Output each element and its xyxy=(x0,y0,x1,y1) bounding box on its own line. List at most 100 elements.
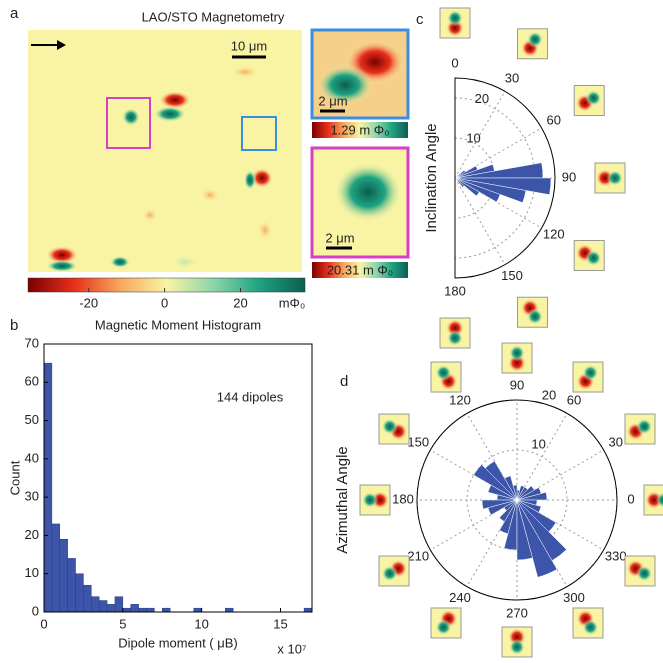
dipole-thumbnail xyxy=(501,626,533,658)
blob xyxy=(171,255,199,269)
angle-tick-label: 30 xyxy=(608,434,622,449)
polar-axis-label: Inclination Angle xyxy=(423,123,440,232)
dipole-thumbnail xyxy=(643,484,663,516)
dipole-thumbnail xyxy=(594,162,626,194)
dipole-thumbnail xyxy=(517,28,548,60)
blob xyxy=(142,208,158,222)
colorbar-tick-label: 0 xyxy=(161,295,168,310)
blob xyxy=(251,168,273,188)
dipole-thumbnail xyxy=(439,7,471,39)
radial-grid-line xyxy=(466,449,568,551)
colorbar-tick-label: -20 xyxy=(79,295,98,310)
bar xyxy=(303,607,313,613)
angle-grid-line xyxy=(454,91,506,179)
thumbnail-lobe xyxy=(381,418,398,435)
chart-title: Magnetic Moment Histogram xyxy=(95,317,261,332)
polar-bar xyxy=(516,485,525,501)
thumbnail-lobe xyxy=(447,330,463,346)
angle-tick-label: 90 xyxy=(510,377,524,392)
inset-magenta: 2 μm 20.31 m Φ₀ xyxy=(310,146,410,278)
thumbnail-lobe xyxy=(435,364,452,381)
dipole-thumbnail xyxy=(573,240,605,271)
angle-tick-label: 270 xyxy=(506,605,528,620)
magnetometry-image: 10 μm xyxy=(28,30,302,272)
magenta-box xyxy=(106,97,151,149)
y-tick-label: 30 xyxy=(25,489,39,504)
bar xyxy=(161,607,171,613)
angle-tick-label: 60 xyxy=(567,393,581,408)
angle-tick-label: 240 xyxy=(449,590,471,605)
y-tick-label: 40 xyxy=(25,450,39,465)
blob xyxy=(257,220,273,240)
angle-tick-label: 120 xyxy=(543,226,565,241)
thumbnail-lobe xyxy=(582,364,599,381)
bar xyxy=(43,362,53,613)
bar xyxy=(67,558,76,613)
dipole-thumbnail xyxy=(572,607,604,639)
dipole-thumbnail xyxy=(517,296,548,328)
y-axis-label: Count xyxy=(7,460,22,495)
bar xyxy=(59,539,68,613)
radial-tick-label: 10 xyxy=(466,130,480,145)
dipole-thumbnail xyxy=(501,342,533,374)
bar xyxy=(106,604,116,613)
bar xyxy=(146,607,155,613)
dipole-thumbnail xyxy=(572,361,604,393)
angle-tick-label: 150 xyxy=(407,434,429,449)
polar-bar xyxy=(516,499,558,578)
arrow-head xyxy=(57,40,66,50)
angle-tick-label: 0 xyxy=(627,491,634,506)
x-tick-label: 15 xyxy=(273,616,287,631)
scale-bar-label: 2 μm xyxy=(325,230,354,245)
polar-frame xyxy=(454,77,556,279)
panel-label: c xyxy=(416,11,424,28)
angle-tick-label: 180 xyxy=(444,283,466,298)
angle-tick-label: 0 xyxy=(451,55,458,70)
colorbar-tick-label: 20 xyxy=(233,295,247,310)
panel-label: d xyxy=(340,373,348,390)
polar-frame xyxy=(416,399,618,601)
y-tick-label: 70 xyxy=(25,335,39,350)
thumbnail-lobe xyxy=(636,418,653,435)
polar-bar xyxy=(487,499,518,516)
inset-colorbar-label: 20.31 m Φ₀ xyxy=(327,262,393,277)
polar-bar xyxy=(487,484,518,501)
bar xyxy=(138,607,147,613)
inset-frame xyxy=(310,28,410,120)
polar-bar xyxy=(454,177,465,188)
thumbnail-lobe xyxy=(509,639,525,655)
thumbnail-lobe xyxy=(381,565,398,582)
y-tick-label: 50 xyxy=(25,412,39,427)
bar xyxy=(122,607,131,613)
radial-tick-label: 10 xyxy=(531,437,545,452)
blue-box xyxy=(241,116,277,151)
bar xyxy=(83,584,92,613)
radial-tick-label: 20 xyxy=(475,91,489,106)
x-axis-label: Dipole moment ( μB) xyxy=(118,635,237,650)
blob xyxy=(46,246,78,264)
x-tick-label: 5 xyxy=(119,616,126,631)
bar xyxy=(193,607,202,613)
angle-grid-line xyxy=(454,177,506,265)
scale-bar-label: 10 μm xyxy=(231,38,267,53)
blob xyxy=(122,108,140,126)
angle-tick-label: 90 xyxy=(562,169,576,184)
y-tick-label: 10 xyxy=(25,565,39,580)
polar-bar xyxy=(516,485,535,501)
polar-bar xyxy=(454,177,527,203)
y-tick-label: 20 xyxy=(25,527,39,542)
colorbar-label: mΦ₀ xyxy=(279,295,306,310)
thumbnail-lobe xyxy=(527,31,543,48)
annotation: 144 dipoles xyxy=(217,389,284,404)
angle-tick-label: 330 xyxy=(605,548,627,563)
thumbnail-lobe xyxy=(607,170,623,186)
thumbnail-lobe xyxy=(362,492,378,508)
dipole-thumbnail xyxy=(573,85,605,116)
plot-frame xyxy=(43,343,313,613)
image-title: LAO/STO Magnetometry xyxy=(142,9,285,24)
thumbnail-lobe xyxy=(447,10,463,26)
inset-blue: 2 μm 1.29 m Φ₀ xyxy=(310,28,410,138)
thumbnail-lobe xyxy=(582,619,599,636)
blob xyxy=(244,170,256,190)
